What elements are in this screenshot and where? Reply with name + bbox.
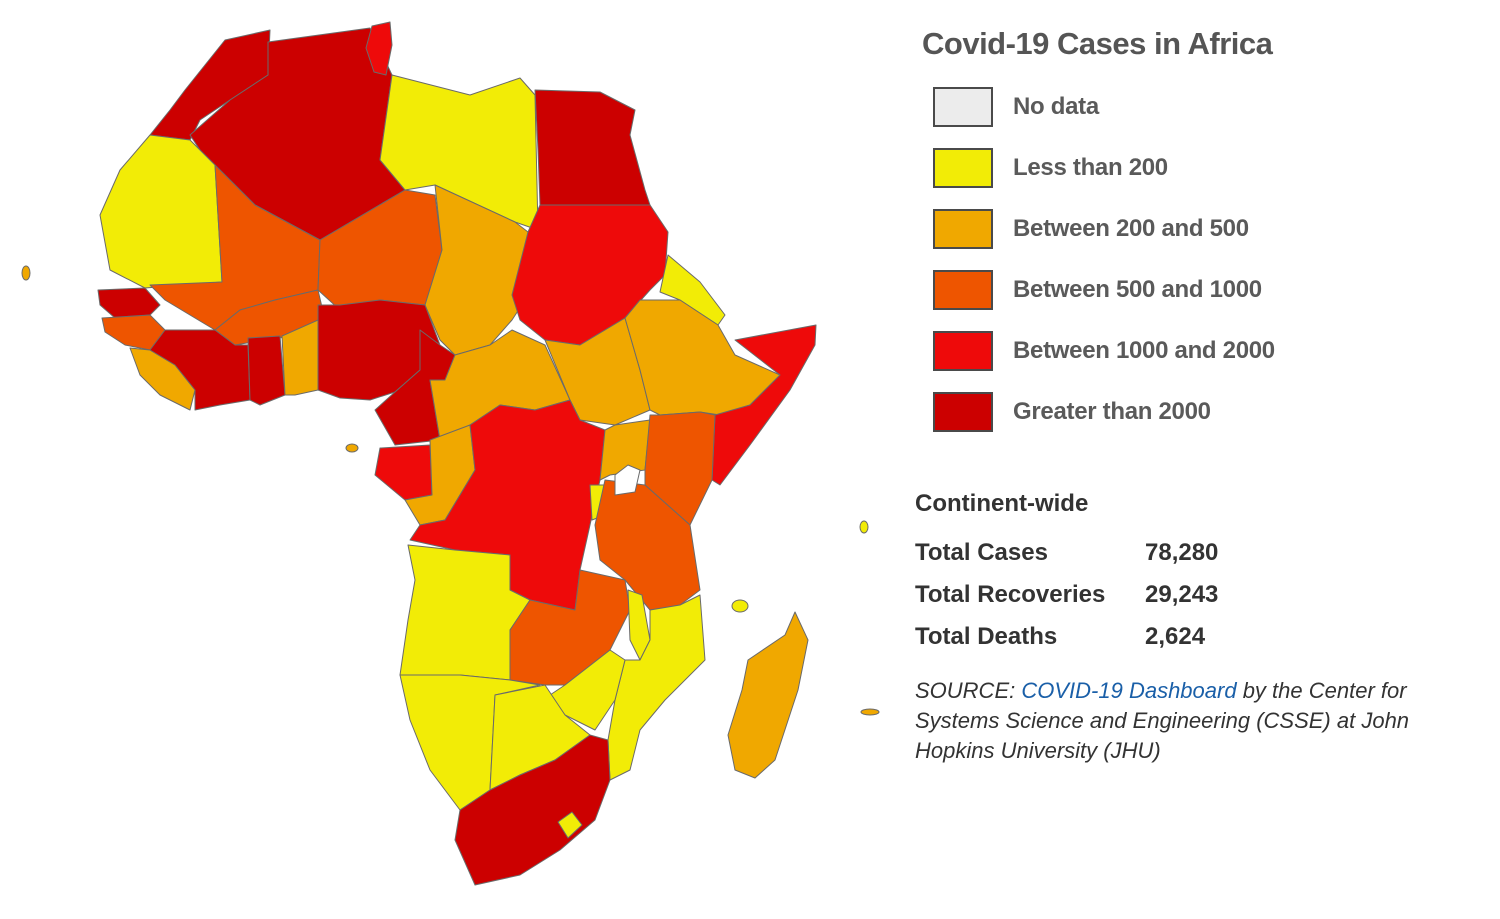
island-sao-tome: [345, 443, 359, 453]
legend-swatch: [933, 86, 993, 127]
legend-label: Between 1000 and 2000: [1013, 336, 1275, 364]
legend-swatch: [933, 330, 993, 371]
legend-label: Greater than 2000: [1013, 397, 1211, 425]
legend-swatch: [933, 269, 993, 310]
stat-row-total-cases: Total Cases 78,280: [915, 532, 1265, 574]
legend-label: Less than 200: [1013, 153, 1168, 181]
legend-item: No data: [922, 76, 1442, 137]
continent-stats: Continent-wide Total Cases 78,280 Total …: [915, 490, 1265, 658]
stat-row-total-recoveries: Total Recoveries 29,243: [915, 574, 1265, 616]
legend-swatch: [933, 391, 993, 432]
source-note: SOURCE: COVID-19 Dashboard by the Center…: [915, 676, 1475, 766]
region-madagascar: [727, 611, 809, 779]
region-lesotho: [557, 811, 583, 839]
map-legend: Covid-19 Cases in Africa No data Less th…: [922, 26, 1442, 442]
island-mauritius: [860, 708, 880, 716]
africa-map: [21, 21, 880, 886]
region-kenya: [644, 411, 716, 526]
legend-label: No data: [1013, 92, 1099, 120]
region-south-africa: [454, 734, 611, 886]
region-mozambique: [607, 594, 706, 781]
legend-item: Less than 200: [922, 137, 1442, 198]
stats-heading: Continent-wide: [915, 490, 1089, 517]
lake-victoria: [614, 464, 641, 496]
region-mauritania: [99, 134, 223, 289]
legend-label: Between 200 and 500: [1013, 214, 1249, 242]
covid-dashboard-link[interactable]: COVID-19 Dashboard: [1021, 678, 1237, 703]
island-seychelles: [859, 520, 869, 534]
stat-value: 2,624: [1145, 623, 1206, 650]
stat-label: Total Cases: [915, 539, 1048, 566]
legend-title: Covid-19 Cases in Africa: [922, 26, 1273, 61]
legend-item: Between 500 and 1000: [922, 259, 1442, 320]
stat-value: 78,280: [1145, 539, 1219, 566]
stat-label: Total Recoveries: [915, 581, 1106, 608]
legend-item: Between 200 and 500: [922, 198, 1442, 259]
stat-row-total-deaths: Total Deaths 2,624: [915, 616, 1265, 658]
legend-item: Between 1000 and 2000: [922, 320, 1442, 381]
source-prefix: SOURCE:: [915, 678, 1022, 703]
legend-item: Greater than 2000: [922, 381, 1442, 442]
legend-swatch: [933, 208, 993, 249]
legend-label: Between 500 and 1000: [1013, 275, 1262, 303]
source-suffix: by the Center for Systems Science and En…: [915, 678, 1410, 763]
legend-swatch: [933, 147, 993, 188]
region-senegal: [97, 287, 161, 319]
region-egypt: [534, 89, 651, 206]
region-gabon: [374, 444, 433, 501]
island-cape-verde: [21, 265, 31, 281]
stat-label: Total Deaths: [915, 623, 1058, 650]
island-comoros: [731, 599, 749, 613]
africa-map-svg: [21, 21, 880, 886]
stat-value: 29,243: [1145, 581, 1219, 608]
region-libya: [379, 74, 539, 231]
region-togo-benin: [281, 319, 319, 396]
region-ghana: [247, 335, 286, 406]
region-tunisia: [365, 21, 393, 76]
region-somalia: [711, 324, 817, 486]
